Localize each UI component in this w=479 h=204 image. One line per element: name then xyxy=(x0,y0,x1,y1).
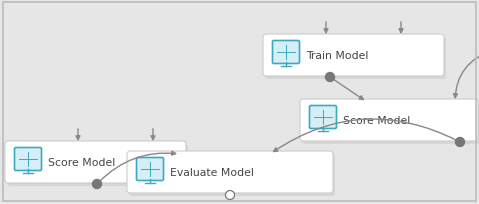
Text: Score Model: Score Model xyxy=(48,157,115,167)
FancyBboxPatch shape xyxy=(127,151,333,193)
FancyBboxPatch shape xyxy=(263,35,444,77)
Text: Evaluate Model: Evaluate Model xyxy=(170,167,254,177)
Text: Score Model: Score Model xyxy=(343,115,410,125)
FancyBboxPatch shape xyxy=(302,102,479,144)
Circle shape xyxy=(226,191,235,200)
FancyBboxPatch shape xyxy=(129,154,335,196)
FancyBboxPatch shape xyxy=(273,41,299,64)
FancyBboxPatch shape xyxy=(309,106,337,129)
Circle shape xyxy=(456,138,465,147)
Circle shape xyxy=(326,73,334,82)
FancyBboxPatch shape xyxy=(265,38,446,80)
Circle shape xyxy=(92,180,102,188)
Text: Train Model: Train Model xyxy=(306,51,368,61)
FancyBboxPatch shape xyxy=(137,158,163,181)
FancyBboxPatch shape xyxy=(14,148,42,171)
FancyBboxPatch shape xyxy=(300,100,478,141)
FancyBboxPatch shape xyxy=(7,144,188,186)
FancyBboxPatch shape xyxy=(5,141,186,183)
